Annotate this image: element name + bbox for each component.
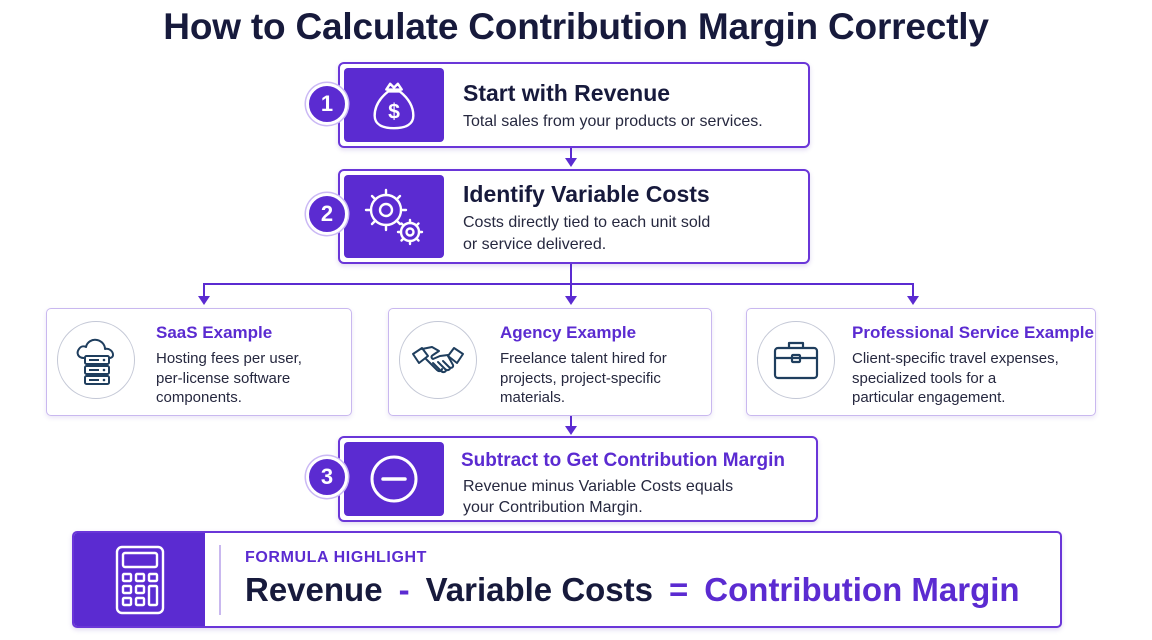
step-number-badge: 2 xyxy=(306,193,348,235)
step-number-badge: 1 xyxy=(306,83,348,125)
briefcase-icon xyxy=(773,341,819,380)
step-icon-tile: $ xyxy=(344,68,444,142)
example-description-line: components. xyxy=(156,389,242,406)
formula-divider xyxy=(219,545,221,615)
step-description-line: your Contribution Margin. xyxy=(463,499,643,516)
cloud-server-icon xyxy=(76,338,114,385)
step-card-revenue: $ Start with Revenue Total sales from yo… xyxy=(338,62,810,148)
calculator-icon xyxy=(115,545,164,614)
example-description-line: particular engagement. xyxy=(852,389,1006,406)
formula-icon-tile xyxy=(74,533,205,626)
example-description-line: per-license software xyxy=(156,369,291,387)
example-description-line: materials. xyxy=(500,389,566,406)
example-description-line: Client-specific travel expenses, xyxy=(852,350,1059,367)
example-icon-circle xyxy=(399,321,477,399)
formula-label: FORMULA HIGHLIGHT xyxy=(245,549,428,566)
money-bag-icon: $ xyxy=(373,82,415,130)
arrowhead-saas xyxy=(198,296,210,305)
example-card-agency: Agency Example Freelance talent hired fo… xyxy=(388,308,712,416)
page-title: How to Calculate Contribution Margin Cor… xyxy=(163,6,989,47)
example-title: Agency Example xyxy=(500,323,637,342)
formula-term-revenue: Revenue xyxy=(245,571,383,608)
step-card-variable-costs: Identify Variable Costs Costs directly t… xyxy=(338,169,810,264)
step-title: Start with Revenue xyxy=(463,80,671,106)
example-icon-circle xyxy=(757,321,835,399)
formula-result-contribution-margin: Contribution Margin xyxy=(704,571,1020,608)
formula-expression: Revenue - Variable Costs = Contribution Marg… xyxy=(245,571,1020,609)
formula-term-variable-costs: Variable Costs xyxy=(425,571,654,608)
example-description-line: Hosting fees per user, xyxy=(156,350,302,367)
example-card-professional-service: Professional Service Example Client-spec… xyxy=(746,308,1096,416)
step-icon-tile xyxy=(344,442,444,516)
formula-equals-operator: = xyxy=(669,571,689,608)
example-card-saas: SaaS Example Hosting fees per user, per-… xyxy=(46,308,352,416)
formula-highlight-box: FORMULA HIGHLIGHT Revenue - Variable Costs… xyxy=(72,531,1062,628)
gears-icon xyxy=(364,188,424,245)
example-description-line: Freelance talent hired for xyxy=(500,350,667,367)
minus-circle-icon xyxy=(370,455,418,503)
example-title: Professional Service Example xyxy=(852,323,1094,342)
svg-text:$: $ xyxy=(388,100,400,124)
arrowhead-agency xyxy=(565,296,577,305)
step-title: Subtract to Get Contribution Margin xyxy=(461,450,786,471)
connector-branch-line xyxy=(203,283,914,298)
arrowhead-step2 xyxy=(565,158,577,167)
step-card-subtract: Subtract to Get Contribution Margin Reve… xyxy=(338,436,818,522)
example-title: SaaS Example xyxy=(156,323,273,342)
example-description-line: projects, project-specific xyxy=(500,369,661,387)
example-description-line: specialized tools for a xyxy=(852,369,997,387)
step-description-line: Revenue minus Variable Costs equals xyxy=(463,478,734,495)
arrowhead-step3 xyxy=(565,426,577,435)
handshake-icon xyxy=(412,346,464,374)
step-description-line: or service delivered. xyxy=(463,236,607,253)
step-title: Identify Variable Costs xyxy=(463,181,710,207)
arrowhead-professional xyxy=(907,296,919,305)
example-icon-circle xyxy=(57,321,135,399)
step-number-badge: 3 xyxy=(306,456,348,498)
step-description: Total sales from your products or servic… xyxy=(463,113,763,130)
formula-minus-operator: - xyxy=(398,571,410,608)
step-description-line: Costs directly tied to each unit sold xyxy=(463,214,711,231)
step-icon-tile xyxy=(344,175,444,258)
